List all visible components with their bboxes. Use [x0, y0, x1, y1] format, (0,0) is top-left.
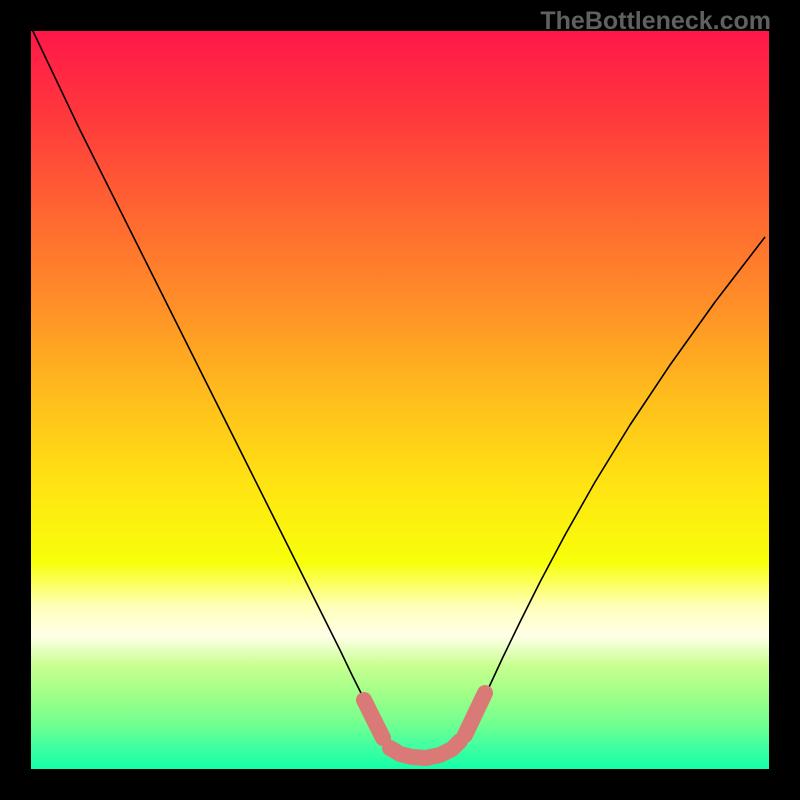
- chart-canvas: [0, 0, 800, 800]
- gradient-background: [31, 31, 769, 769]
- watermark-text: TheBottleneck.com: [540, 7, 771, 36]
